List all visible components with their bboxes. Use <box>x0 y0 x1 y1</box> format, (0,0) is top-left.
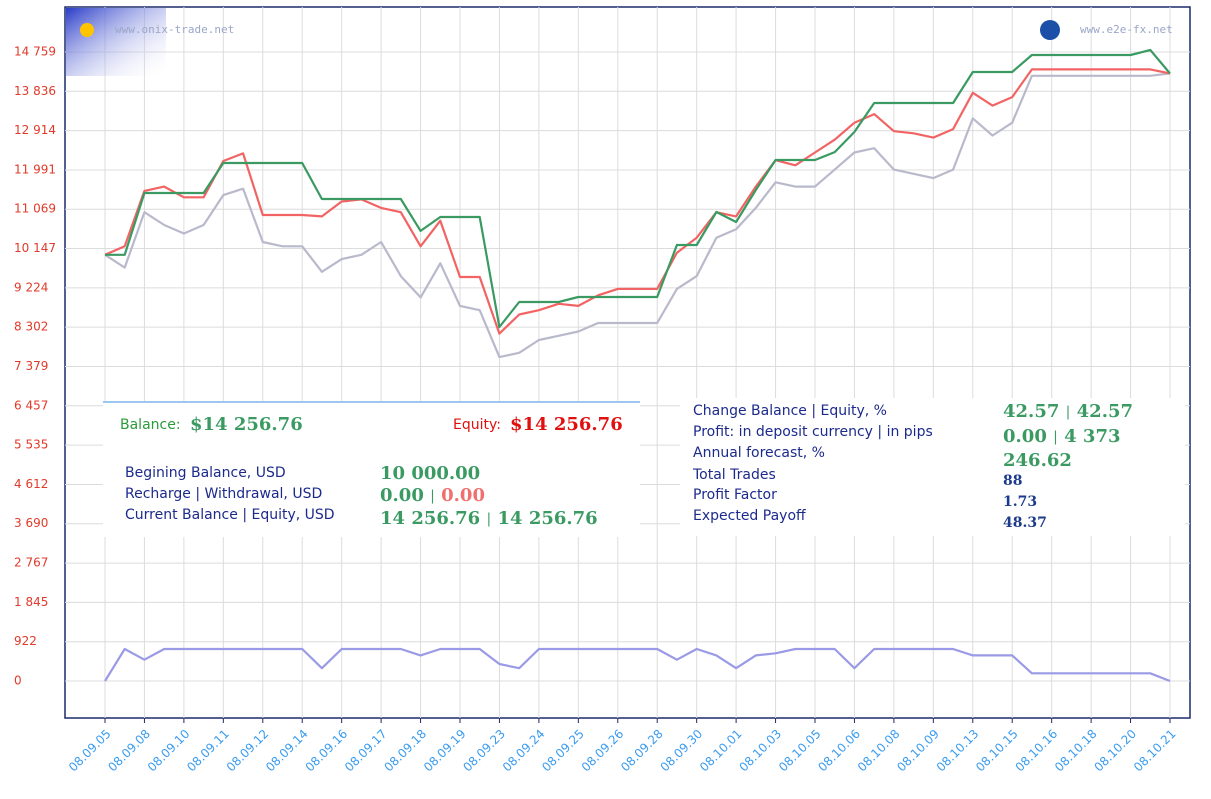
plot-frame <box>64 6 1191 719</box>
separator: | <box>1053 429 1058 445</box>
logo-sun <box>80 23 94 37</box>
x-tick-label: 08.10.18 <box>1052 727 1100 775</box>
row-value: 0.00 | 0.00 <box>380 485 485 506</box>
row-label: Begining Balance, USD <box>125 465 286 481</box>
x-tick-label: 08.09.30 <box>658 727 706 775</box>
row-label: Current Balance | Equity, USD <box>125 507 335 523</box>
x-tick-label: 08.10.16 <box>1013 727 1061 775</box>
row-label: Total Trades <box>692 467 776 483</box>
x-tick-label: 08.10.21 <box>1131 727 1179 775</box>
x-tick-label: 08.09.19 <box>421 727 469 775</box>
x-tick-label: 08.09.14 <box>263 727 311 775</box>
value: 42.57 <box>1077 401 1133 422</box>
y-tick-label: 12 914 <box>14 123 56 137</box>
x-tick-label: 08.10.05 <box>776 727 824 775</box>
row-value: 0.00 | 4 373 <box>1003 426 1121 447</box>
value: 4 373 <box>1064 426 1120 447</box>
x-tick-label: 08.09.23 <box>460 727 508 775</box>
x-tick-label: 08.09.25 <box>539 727 587 775</box>
x-tick-label: 08.10.03 <box>736 727 784 775</box>
x-tick-label: 08.10.20 <box>1091 727 1139 775</box>
x-tick-label: 08.09.11 <box>184 727 232 775</box>
value: 14 256.76 <box>380 508 480 529</box>
row-label: Profit Factor <box>693 487 777 503</box>
x-tick-label: 08.09.24 <box>500 727 548 775</box>
x-tick-label: 08.10.08 <box>855 727 903 775</box>
x-tick-label: 08.10.13 <box>934 727 982 775</box>
y-tick-label: 1 845 <box>14 595 48 609</box>
x-tick-label: 08.09.10 <box>145 727 193 775</box>
x-tick-label: 08.10.15 <box>973 727 1021 775</box>
balance-label: Balance: <box>120 417 181 433</box>
y-tick-label: 922 <box>14 634 37 648</box>
row-label: Profit: in deposit currency | in pips <box>693 424 933 440</box>
separator: | <box>487 511 492 527</box>
separator: | <box>1066 404 1071 420</box>
value: 0.00 <box>380 485 424 506</box>
x-tick-label: 08.10.09 <box>894 727 942 775</box>
x-tick-label: 08.09.26 <box>579 727 627 775</box>
row-label: Expected Payoff <box>693 508 806 524</box>
y-tick-label: 10 147 <box>14 241 56 255</box>
series-line <box>104 72 1171 359</box>
y-tick-label: 3 690 <box>14 516 48 530</box>
x-tick-label: 08.10.01 <box>697 727 745 775</box>
x-tick-label: 08.09.28 <box>618 727 666 775</box>
x-tick-label: 08.09.18 <box>381 727 429 775</box>
y-tick-label: 11 069 <box>14 202 56 216</box>
right-panel <box>680 398 1185 536</box>
y-tick-label: 7 379 <box>14 359 48 373</box>
value: 0.00 <box>1003 426 1047 447</box>
balance-value: $14 256.76 <box>190 414 303 435</box>
y-tick-label: 4 612 <box>14 477 48 491</box>
series-line <box>105 48 1171 329</box>
row-value: 1.73 <box>1003 494 1037 510</box>
row-label: Change Balance | Equity, % <box>693 403 887 419</box>
x-tick-label: 08.10.06 <box>815 727 863 775</box>
x-tick-label: 08.09.05 <box>66 727 114 775</box>
y-tick-label: 5 535 <box>14 438 48 452</box>
y-tick-label: 9 224 <box>14 280 48 294</box>
x-tick-label: 08.09.16 <box>303 727 351 775</box>
left-panel <box>103 402 640 537</box>
series-line <box>104 68 1171 335</box>
watermark: www.e2e-fx.net <box>1080 23 1173 36</box>
series-line <box>104 647 1171 683</box>
y-tick-label: 13 836 <box>14 84 56 98</box>
row-value: 246.62 <box>1003 450 1072 471</box>
value: 14 256.76 <box>498 508 598 529</box>
y-tick-label: 14 759 <box>14 44 56 58</box>
y-tick-label: 0 <box>14 674 22 688</box>
x-tick-label: 08.09.12 <box>224 727 272 775</box>
row-value: 10 000.00 <box>380 463 480 484</box>
row-value: 88 <box>1003 473 1022 489</box>
row-value: 14 256.76 | 14 256.76 <box>380 508 598 529</box>
logo-gradient <box>66 8 166 76</box>
row-value: 42.57 | 42.57 <box>1003 401 1133 422</box>
value: 42.57 <box>1003 401 1059 422</box>
logo-globe <box>1040 20 1060 40</box>
watermark: www.onix-trade.net <box>115 23 234 36</box>
x-tick-label: 08.09.08 <box>105 727 153 775</box>
value: 10 000.00 <box>380 463 480 484</box>
y-tick-label: 8 302 <box>14 320 48 334</box>
y-tick-label: 11 991 <box>14 162 56 176</box>
equity-label: Equity: <box>453 417 501 433</box>
row-label: Recharge | Withdrawal, USD <box>125 486 322 502</box>
row-label: Annual forecast, % <box>693 445 825 461</box>
y-tick-label: 2 767 <box>14 556 48 570</box>
equity-value: $14 256.76 <box>510 414 623 435</box>
separator: | <box>430 488 435 504</box>
x-tick-label: 08.09.17 <box>342 727 390 775</box>
y-tick-label: 6 457 <box>14 398 48 412</box>
row-value: 48.37 <box>1003 515 1047 531</box>
value: 0.00 <box>441 485 485 506</box>
